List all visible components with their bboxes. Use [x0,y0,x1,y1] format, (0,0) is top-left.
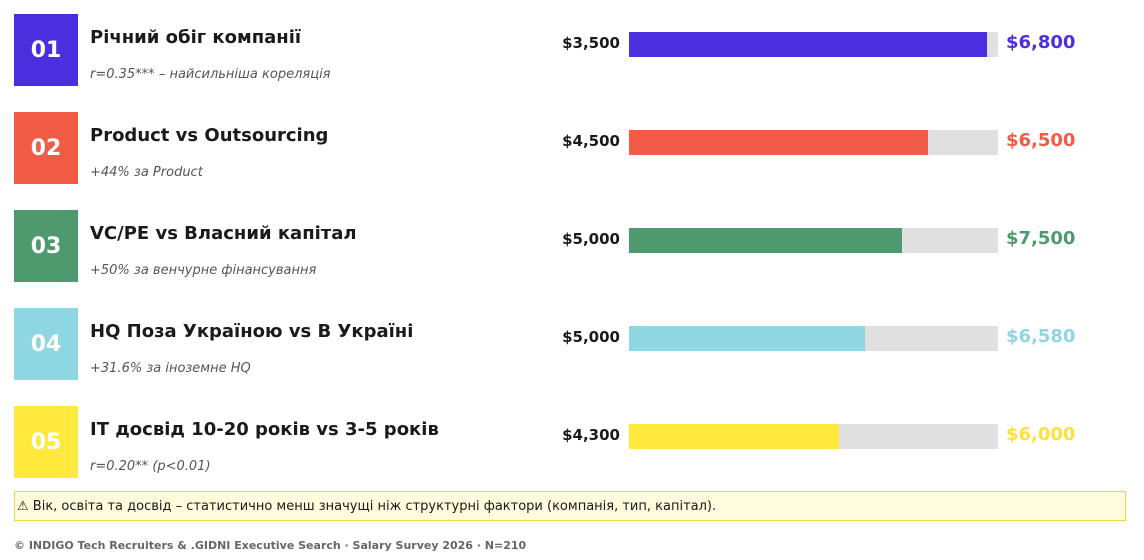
low-value: $5,000 [562,230,620,248]
row-note: r=0.35*** – найсильніша кореляція [90,67,331,82]
bar [629,228,903,253]
row-number: 05 [14,406,78,478]
low-value: $4,500 [562,132,620,150]
row-title: VC/PE vs Власний капітал [90,223,357,244]
row-number: 01 [14,14,78,86]
row-title: IT досвід 10-20 років vs 3-5 років [90,419,439,440]
row-note: r=0.20** (p<0.01) [90,459,211,474]
high-value: $6,800 [1006,32,1076,53]
footnote: ⚠ Вік, освіта та досвід – статистично ме… [14,491,1126,521]
low-value: $5,000 [562,328,620,346]
row-title: Річний обіг компанії [90,27,302,48]
bar [629,32,987,57]
bar [629,424,840,449]
bar [629,326,866,351]
row-note: +31.6% за іноземне HQ [90,361,251,376]
row-title: HQ Поза Україною vs В Україні [90,321,414,342]
row-number: 03 [14,210,78,282]
high-value: $7,500 [1006,228,1076,249]
row-title: Product vs Outsourcing [90,125,329,146]
low-value: $3,500 [562,34,620,52]
low-value: $4,300 [562,426,620,444]
row-number: 02 [14,112,78,184]
bar [629,130,928,155]
row-note: +44% за Product [90,165,203,180]
high-value: $6,500 [1006,130,1076,151]
high-value: $6,580 [1006,326,1076,347]
high-value: $6,000 [1006,424,1076,445]
credit: © INDIGO Tech Recruiters & .GIDNI Execut… [14,539,527,552]
row-note: +50% за венчурне фінансування [90,263,317,278]
row-number: 04 [14,308,78,380]
